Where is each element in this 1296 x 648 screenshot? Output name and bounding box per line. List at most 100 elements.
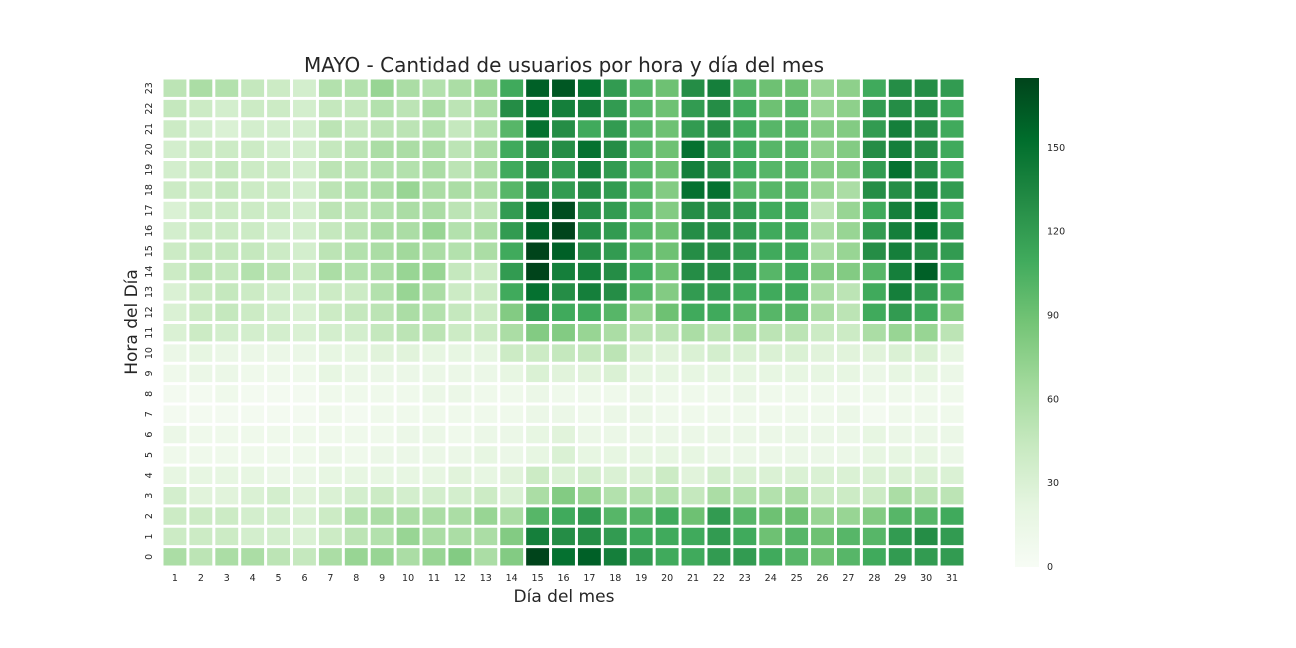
heatmap-cell	[552, 99, 575, 118]
heatmap-cell	[914, 405, 938, 423]
heatmap-cell	[940, 487, 964, 505]
heatmap-cell	[655, 446, 679, 464]
heatmap-cell	[163, 303, 187, 322]
heatmap-cell	[733, 466, 757, 485]
heatmap-cell	[577, 120, 601, 138]
heatmap-cell	[785, 242, 809, 260]
heatmap-cell	[629, 364, 653, 383]
heatmap-cell	[811, 507, 834, 525]
heatmap-cell	[759, 303, 783, 322]
heatmap-cell	[785, 344, 809, 362]
heatmap-cell	[448, 222, 472, 240]
heatmap-cell	[552, 181, 575, 199]
heatmap-cell	[500, 466, 524, 485]
x-tick-label: 1	[172, 573, 178, 584]
heatmap-cell	[914, 507, 938, 525]
heatmap-cell	[189, 344, 213, 362]
heatmap-cell	[474, 425, 498, 444]
heatmap-cell	[526, 222, 550, 240]
heatmap-cell	[189, 222, 213, 240]
x-tick-label: 15	[532, 573, 544, 584]
heatmap-cell	[163, 283, 187, 301]
heatmap-cell	[785, 161, 809, 179]
heatmap-cell	[422, 324, 446, 342]
y-tick-label: 13	[144, 286, 155, 298]
heatmap-cell	[577, 446, 601, 464]
heatmap-cell	[526, 79, 550, 97]
heatmap-cell	[759, 507, 783, 525]
heatmap-cell	[785, 385, 809, 403]
heatmap-cell	[293, 527, 316, 546]
heatmap-cell	[940, 385, 964, 403]
x-tick-label: 17	[583, 573, 595, 584]
heatmap-cell	[552, 283, 575, 301]
heatmap-cell	[422, 201, 446, 220]
heatmap-cell	[785, 507, 809, 525]
heatmap-cell	[629, 181, 653, 199]
heatmap-cell	[448, 385, 472, 403]
heatmap-cell	[681, 324, 705, 342]
heatmap-cell	[474, 283, 498, 301]
heatmap-cell	[759, 446, 783, 464]
heatmap-cell	[241, 405, 265, 423]
heatmap-cell	[474, 161, 498, 179]
heatmap-cell	[759, 283, 783, 301]
heatmap-cell	[500, 425, 524, 444]
heatmap-cell	[241, 324, 265, 342]
heatmap-cell	[836, 140, 860, 159]
heatmap-cell	[344, 201, 368, 220]
heatmap-cell	[500, 364, 524, 383]
heatmap-cell	[448, 140, 472, 159]
heatmap-cell	[940, 324, 964, 342]
heatmap-cell	[448, 425, 472, 444]
x-tick-label: 30	[920, 573, 932, 584]
heatmap-cell	[836, 344, 860, 362]
heatmap-cell	[344, 364, 368, 383]
heatmap-cell	[707, 548, 731, 566]
heatmap-cell	[267, 405, 291, 423]
heatmap-cell	[163, 425, 187, 444]
x-tick-label: 18	[609, 573, 621, 584]
heatmap-cell	[862, 201, 886, 220]
heatmap-cell	[163, 487, 187, 505]
heatmap-cell	[422, 161, 446, 179]
heatmap-cell	[215, 548, 239, 566]
heatmap-cell	[215, 79, 239, 97]
heatmap-cell	[862, 99, 886, 118]
heatmap-cell	[344, 507, 368, 525]
x-tick-label: 7	[327, 573, 333, 584]
heatmap-cell	[759, 364, 783, 383]
heatmap-cell	[189, 425, 213, 444]
heatmap-cell	[629, 201, 653, 220]
heatmap-cell	[707, 487, 731, 505]
y-tick-label: 0	[144, 554, 155, 560]
heatmap-cell	[940, 222, 964, 240]
heatmap-cell	[759, 405, 783, 423]
heatmap-cell	[293, 425, 316, 444]
heatmap-cell	[267, 548, 291, 566]
heatmap-cell	[474, 262, 498, 281]
heatmap-cell	[396, 466, 420, 485]
heatmap-cell	[577, 262, 601, 281]
heatmap-cell	[241, 507, 265, 525]
heatmap-cell	[241, 99, 265, 118]
heatmap-cell	[655, 181, 679, 199]
heatmap-cell	[862, 324, 886, 342]
heatmap-cell	[811, 262, 834, 281]
heatmap-cell	[370, 120, 394, 138]
heatmap-cell	[396, 364, 420, 383]
heatmap-cell	[448, 262, 472, 281]
heatmap-cell	[914, 548, 938, 566]
heatmap-cell	[318, 405, 342, 423]
heatmap-cell	[552, 324, 575, 342]
heatmap-cell	[862, 487, 886, 505]
heatmap-cell	[655, 161, 679, 179]
heatmap-cell	[629, 303, 653, 322]
heatmap-cell	[552, 507, 575, 525]
heatmap-cell	[707, 242, 731, 260]
heatmap-cell	[707, 364, 731, 383]
heatmap-cell	[785, 120, 809, 138]
heatmap-cell	[733, 507, 757, 525]
heatmap-cell	[215, 181, 239, 199]
